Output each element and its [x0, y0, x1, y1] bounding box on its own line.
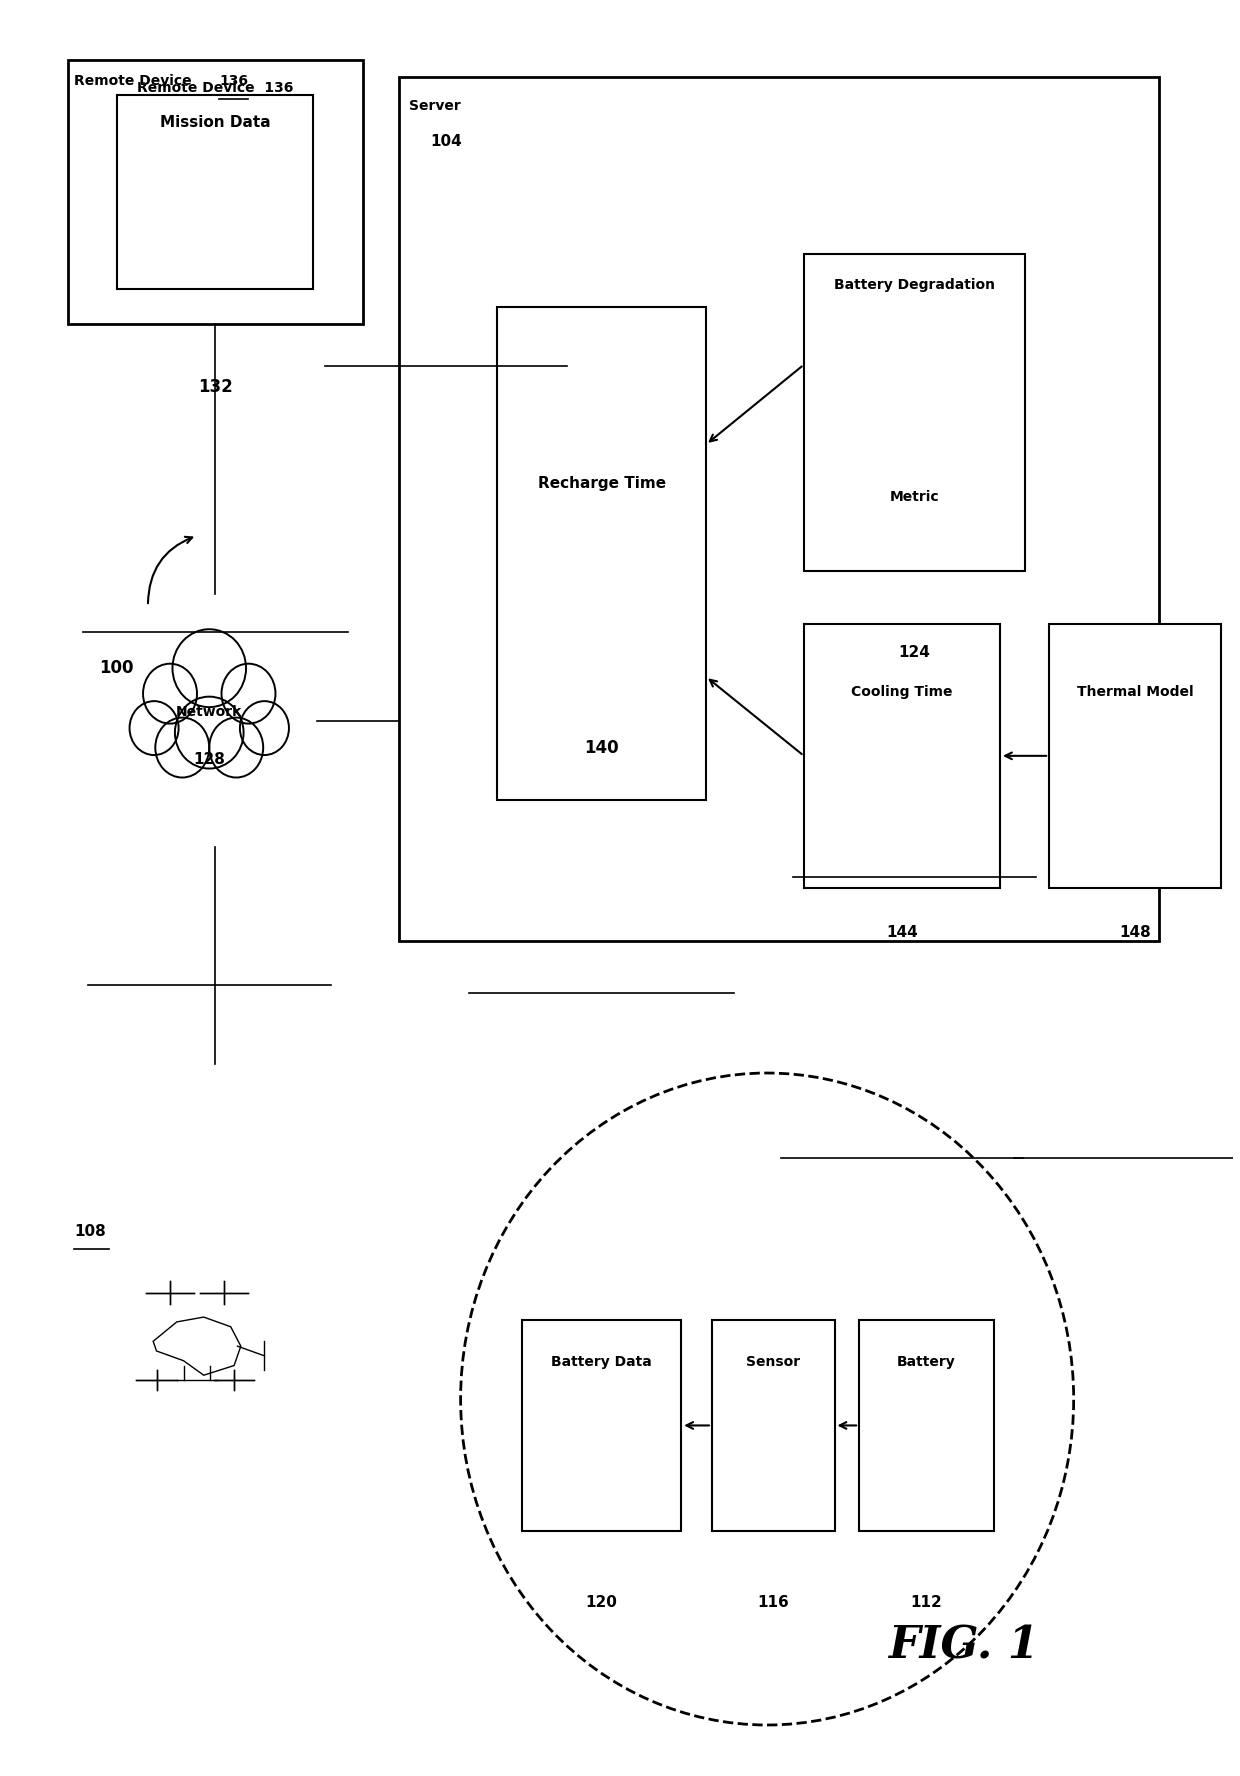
Bar: [1049, 623, 1221, 888]
Ellipse shape: [172, 629, 246, 707]
Text: 140: 140: [584, 739, 619, 757]
Text: 120: 120: [585, 1595, 618, 1609]
Text: 132: 132: [198, 378, 233, 396]
Text: 112: 112: [910, 1595, 942, 1609]
Text: Battery: Battery: [898, 1355, 956, 1369]
Text: 144: 144: [887, 925, 918, 940]
Text: 128: 128: [193, 753, 226, 767]
Ellipse shape: [143, 664, 197, 723]
Text: 104: 104: [430, 133, 461, 149]
Bar: [497, 307, 706, 799]
Ellipse shape: [460, 1073, 1074, 1724]
Ellipse shape: [175, 696, 243, 769]
Bar: [804, 254, 1024, 570]
Text: 100: 100: [99, 659, 134, 677]
Bar: [68, 60, 362, 325]
Text: 148: 148: [1118, 925, 1151, 940]
Ellipse shape: [222, 664, 275, 723]
Bar: [804, 623, 1001, 888]
Bar: [118, 96, 314, 289]
Bar: [712, 1320, 835, 1531]
Bar: [522, 1320, 681, 1531]
Text: 124: 124: [898, 645, 930, 661]
Text: Cooling Time: Cooling Time: [851, 686, 952, 700]
FancyArrowPatch shape: [148, 536, 192, 604]
Text: FIG. 1: FIG. 1: [888, 1625, 1039, 1668]
Text: Recharge Time: Recharge Time: [538, 476, 666, 490]
Ellipse shape: [155, 718, 210, 778]
Ellipse shape: [239, 702, 289, 755]
Text: 116: 116: [758, 1595, 789, 1609]
Text: Mission Data: Mission Data: [160, 115, 270, 130]
Text: Thermal Model: Thermal Model: [1076, 686, 1193, 700]
Text: Sensor: Sensor: [746, 1355, 800, 1369]
Text: Battery Degradation: Battery Degradation: [833, 279, 994, 293]
Text: Metric: Metric: [889, 490, 939, 504]
Text: Server: Server: [409, 99, 461, 112]
Text: Remote Device: Remote Device: [74, 75, 192, 87]
Ellipse shape: [129, 702, 179, 755]
Bar: [859, 1320, 994, 1531]
Bar: [399, 78, 1159, 941]
Text: Battery Data: Battery Data: [552, 1355, 652, 1369]
Text: Network: Network: [176, 705, 242, 719]
Text: Remote Device  136: Remote Device 136: [138, 82, 294, 94]
Text: 136: 136: [219, 75, 248, 87]
Text: Remote Device: Remote Device: [74, 75, 192, 87]
Ellipse shape: [210, 718, 263, 778]
Text: 108: 108: [74, 1224, 107, 1240]
